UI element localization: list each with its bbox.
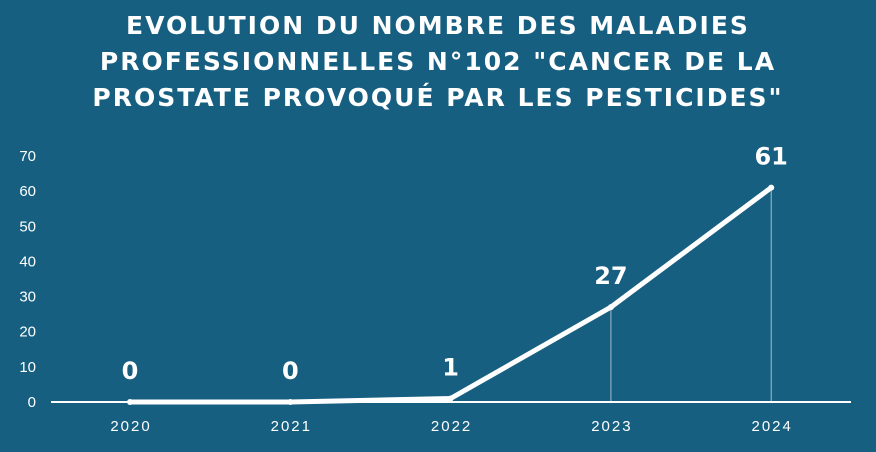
data-label: 27 [594,262,627,290]
data-point [287,399,294,405]
title-line: EVOLUTION DU NOMBRE DES MALADIES [126,11,750,40]
data-point [127,399,133,405]
data-point [447,395,454,402]
x-tick-label: 2020 [110,418,151,435]
y-tick-label: 20 [19,324,36,341]
data-point [607,304,614,311]
y-tick-label: 50 [19,218,36,235]
x-tick-label: 2022 [431,418,472,435]
data-point [768,184,775,191]
x-tick-label: 2021 [271,418,312,435]
chart-title: EVOLUTION DU NOMBRE DES MALADIES PROFESS… [0,8,876,116]
y-tick-label: 60 [19,183,36,200]
y-tick-label: 40 [19,253,36,270]
x-tick-label: 2024 [752,418,793,435]
title-line: PROFESSIONNELLES N°102 "CANCER DE LA [99,47,777,76]
title-line: PROSTATE PROVOQUÉ PAR LES PESTICIDES" [92,83,784,112]
y-tick-label: 0 [28,394,36,411]
x-tick-label: 2023 [591,418,632,435]
data-label: 61 [754,143,787,171]
y-tick-label: 70 [19,148,36,165]
data-label: 1 [442,353,459,381]
data-label: 0 [282,357,299,385]
y-tick-label: 10 [19,359,36,376]
data-label: 0 [122,357,139,385]
y-tick-label: 30 [19,289,36,306]
